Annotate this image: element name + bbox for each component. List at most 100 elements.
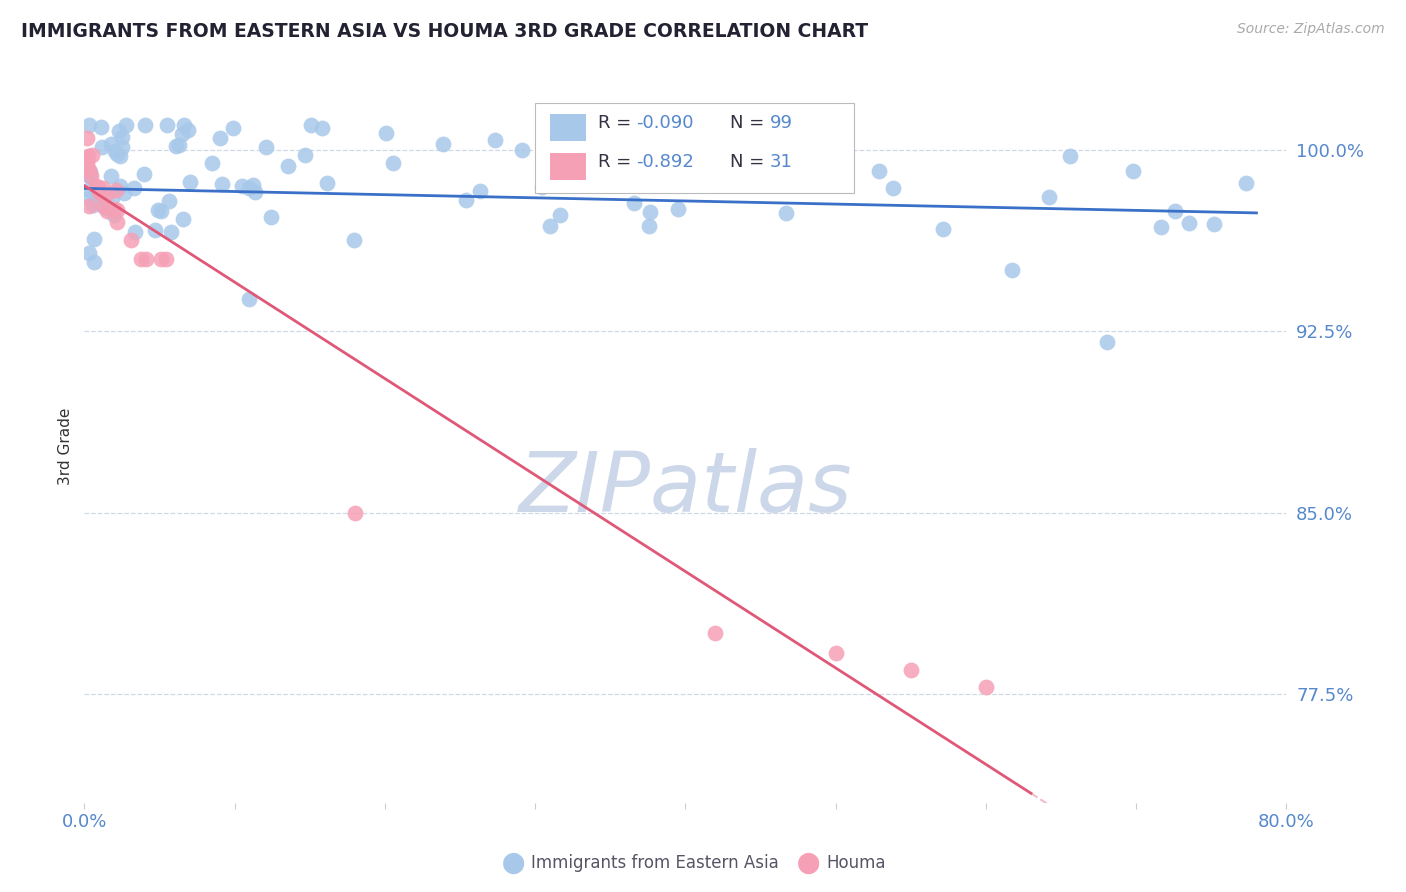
Point [311, 120, 333, 135]
Text: ⬤: ⬤ [797, 853, 820, 874]
Point [80, 169, 103, 183]
Point [555, 153, 578, 168]
Point [172, 128, 194, 142]
FancyBboxPatch shape [550, 114, 586, 141]
Point [77, 245, 100, 260]
Point [82, 198, 104, 212]
Point [1150, 220, 1173, 235]
Point [666, 202, 689, 216]
Point [510, 143, 533, 157]
Point [83, 232, 105, 246]
Point [167, 138, 190, 153]
Point [79, 165, 101, 179]
Point [1095, 334, 1118, 349]
Point [76, 130, 98, 145]
Point [231, 178, 253, 193]
Point [242, 178, 264, 193]
Point [105, 215, 128, 229]
Point [76, 155, 98, 169]
Point [90, 197, 112, 211]
Point [90, 120, 112, 135]
Point [146, 202, 169, 217]
Point [143, 223, 166, 237]
Point [108, 178, 131, 193]
Point [299, 119, 322, 133]
Point [100, 169, 122, 183]
Point [84, 178, 107, 193]
Point [77, 183, 100, 197]
Point [91, 140, 114, 154]
Point [104, 144, 127, 158]
Point [79, 169, 101, 183]
Point [974, 680, 997, 694]
Point [94, 187, 117, 202]
Point [627, 119, 650, 133]
Point [1122, 163, 1144, 178]
Point [135, 252, 157, 266]
Point [1001, 263, 1024, 277]
Text: Houma: Houma [827, 855, 886, 872]
Point [1059, 149, 1081, 163]
Text: R =: R = [598, 153, 637, 170]
Point [932, 221, 955, 235]
Point [100, 137, 122, 152]
Point [793, 119, 815, 133]
Point [432, 136, 454, 151]
Point [134, 119, 156, 133]
Point [375, 127, 398, 141]
Text: 31: 31 [769, 153, 793, 170]
Point [624, 130, 647, 145]
Point [76, 153, 98, 167]
Point [159, 225, 181, 239]
Point [83, 255, 105, 269]
Point [77, 149, 100, 163]
Point [91, 199, 114, 213]
Point [561, 177, 583, 191]
Point [94, 201, 117, 215]
Point [222, 120, 245, 135]
Point [824, 646, 846, 660]
Point [538, 219, 561, 234]
Point [531, 180, 554, 194]
Point [470, 184, 492, 198]
Point [156, 119, 179, 133]
Point [110, 130, 132, 145]
Text: R =: R = [598, 114, 637, 132]
Point [211, 177, 233, 191]
Point [103, 208, 125, 222]
Point [637, 219, 659, 233]
Point [533, 119, 555, 133]
Point [105, 203, 128, 218]
Point [131, 252, 153, 266]
Point [201, 156, 224, 170]
Point [103, 202, 125, 217]
Point [80, 147, 103, 161]
Point [1234, 176, 1257, 190]
Point [243, 185, 266, 199]
Point [179, 175, 201, 189]
Text: Immigrants from Eastern Asia: Immigrants from Eastern Asia [531, 855, 779, 872]
Point [1038, 189, 1060, 203]
Point [787, 154, 810, 169]
Text: -0.090: -0.090 [636, 114, 693, 132]
Point [124, 225, 146, 239]
Point [238, 292, 260, 306]
Point [177, 122, 200, 136]
Point [77, 165, 100, 179]
Point [316, 176, 339, 190]
Y-axis label: 3rd Grade: 3rd Grade [58, 408, 73, 484]
Point [238, 180, 260, 194]
Point [86, 180, 108, 194]
Point [77, 162, 100, 177]
Point [1164, 204, 1187, 219]
Point [121, 233, 143, 247]
Point [1178, 216, 1201, 230]
Point [260, 210, 283, 224]
FancyBboxPatch shape [550, 153, 586, 180]
Point [382, 155, 405, 169]
Point [868, 164, 890, 178]
Point [112, 186, 135, 201]
Point [277, 159, 299, 173]
Point [91, 181, 114, 195]
Point [100, 191, 122, 205]
